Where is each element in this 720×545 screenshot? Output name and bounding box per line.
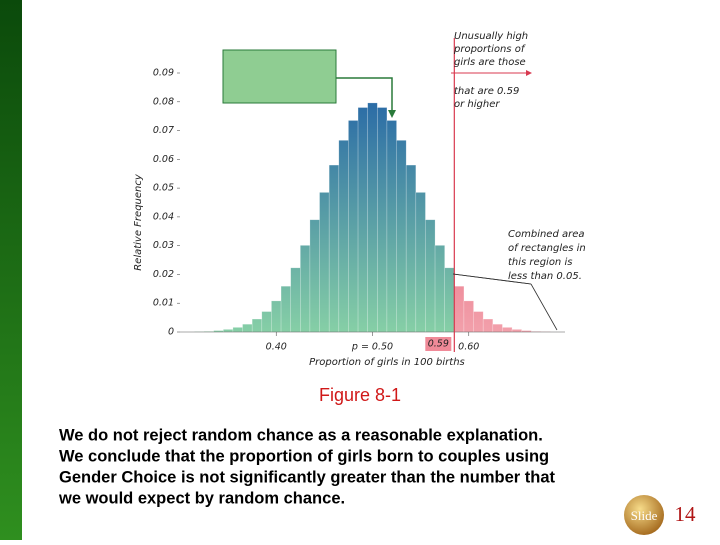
bar <box>252 319 262 332</box>
chart: 0 0.01 0.02 0.03 0.04 0.05 0.06 0.07 0.08 0.09 Rel… <box>133 31 586 368</box>
bar <box>339 140 349 332</box>
bar <box>474 312 484 332</box>
bar <box>271 301 281 332</box>
logo-text: Slide <box>631 508 658 523</box>
bar <box>320 192 330 332</box>
bar <box>310 220 320 332</box>
x-tick-label: p = 0.50 <box>351 342 393 353</box>
bar <box>425 220 435 332</box>
body-text: We do not reject random chance as a reas… <box>58 426 555 507</box>
bar <box>377 108 387 332</box>
threshold-label: 0.59 <box>428 339 449 350</box>
y-tick-label: 0.02 <box>153 269 174 280</box>
caption: Figure 8-1 <box>319 385 401 405</box>
arrow-head <box>526 70 532 76</box>
y-axis-label: Relative Frequency <box>133 173 144 271</box>
annotation-text: Combined area <box>508 229 585 240</box>
annotation-text: of rectangles in <box>508 243 586 254</box>
bar <box>329 165 339 332</box>
sidebar <box>0 0 22 540</box>
annotation-text: this region is <box>508 257 572 268</box>
x-tick-label: 0.40 <box>266 342 287 353</box>
bar <box>397 140 407 332</box>
bar <box>483 319 493 332</box>
body-line: we would expect by random chance. <box>58 489 345 507</box>
bar <box>291 268 301 332</box>
bar <box>348 120 358 332</box>
y-tick-label: 0.06 <box>153 154 174 165</box>
bar <box>445 268 455 332</box>
bar <box>368 103 378 332</box>
bar <box>435 245 445 332</box>
bar <box>243 324 253 332</box>
y-tick-label: 0.03 <box>153 240 174 251</box>
bar <box>281 286 291 332</box>
bar <box>223 329 233 332</box>
annotation-text: girls are those <box>454 57 526 68</box>
bar <box>387 120 397 332</box>
y-tick-label: 0.08 <box>153 96 174 107</box>
x-tick-label: 0.60 <box>458 342 479 353</box>
bar <box>416 192 426 332</box>
x-axis-label: Proportion of girls in 100 births <box>309 357 465 368</box>
y-tick-label: 0.09 <box>153 68 174 79</box>
y-tick-label: 0.04 <box>153 211 174 222</box>
body-line: Gender Choice is not significantly great… <box>59 468 555 486</box>
bar <box>233 327 243 332</box>
body-line: We conclude that the proportion of girls… <box>59 447 549 465</box>
body-line: We do not reject random chance as a reas… <box>59 426 543 444</box>
bar <box>502 327 512 332</box>
y-tick-label: 0.01 <box>153 298 174 309</box>
annotation-box <box>223 50 336 103</box>
bar <box>300 245 310 332</box>
y-tick-label: 0.07 <box>153 125 174 136</box>
slide-number: 14 <box>675 502 697 526</box>
y-tick-label: 0 <box>168 327 174 338</box>
bar <box>512 329 522 332</box>
bar <box>493 324 503 332</box>
arrow-head <box>388 110 396 118</box>
bar <box>464 301 474 332</box>
y-tick-label: 0.05 <box>153 183 174 194</box>
bar <box>358 108 368 332</box>
annotation-text: proportions of <box>453 44 526 55</box>
annotation-text: or higher <box>454 99 500 110</box>
annotation-text: less than 0.05. <box>508 271 582 282</box>
annotation-arrow <box>336 78 392 112</box>
annotation-text: Unusually high <box>454 31 528 42</box>
bar <box>454 286 464 332</box>
annotation-text: that are 0.59 <box>454 86 519 97</box>
bar <box>262 312 272 332</box>
bar <box>406 165 416 332</box>
